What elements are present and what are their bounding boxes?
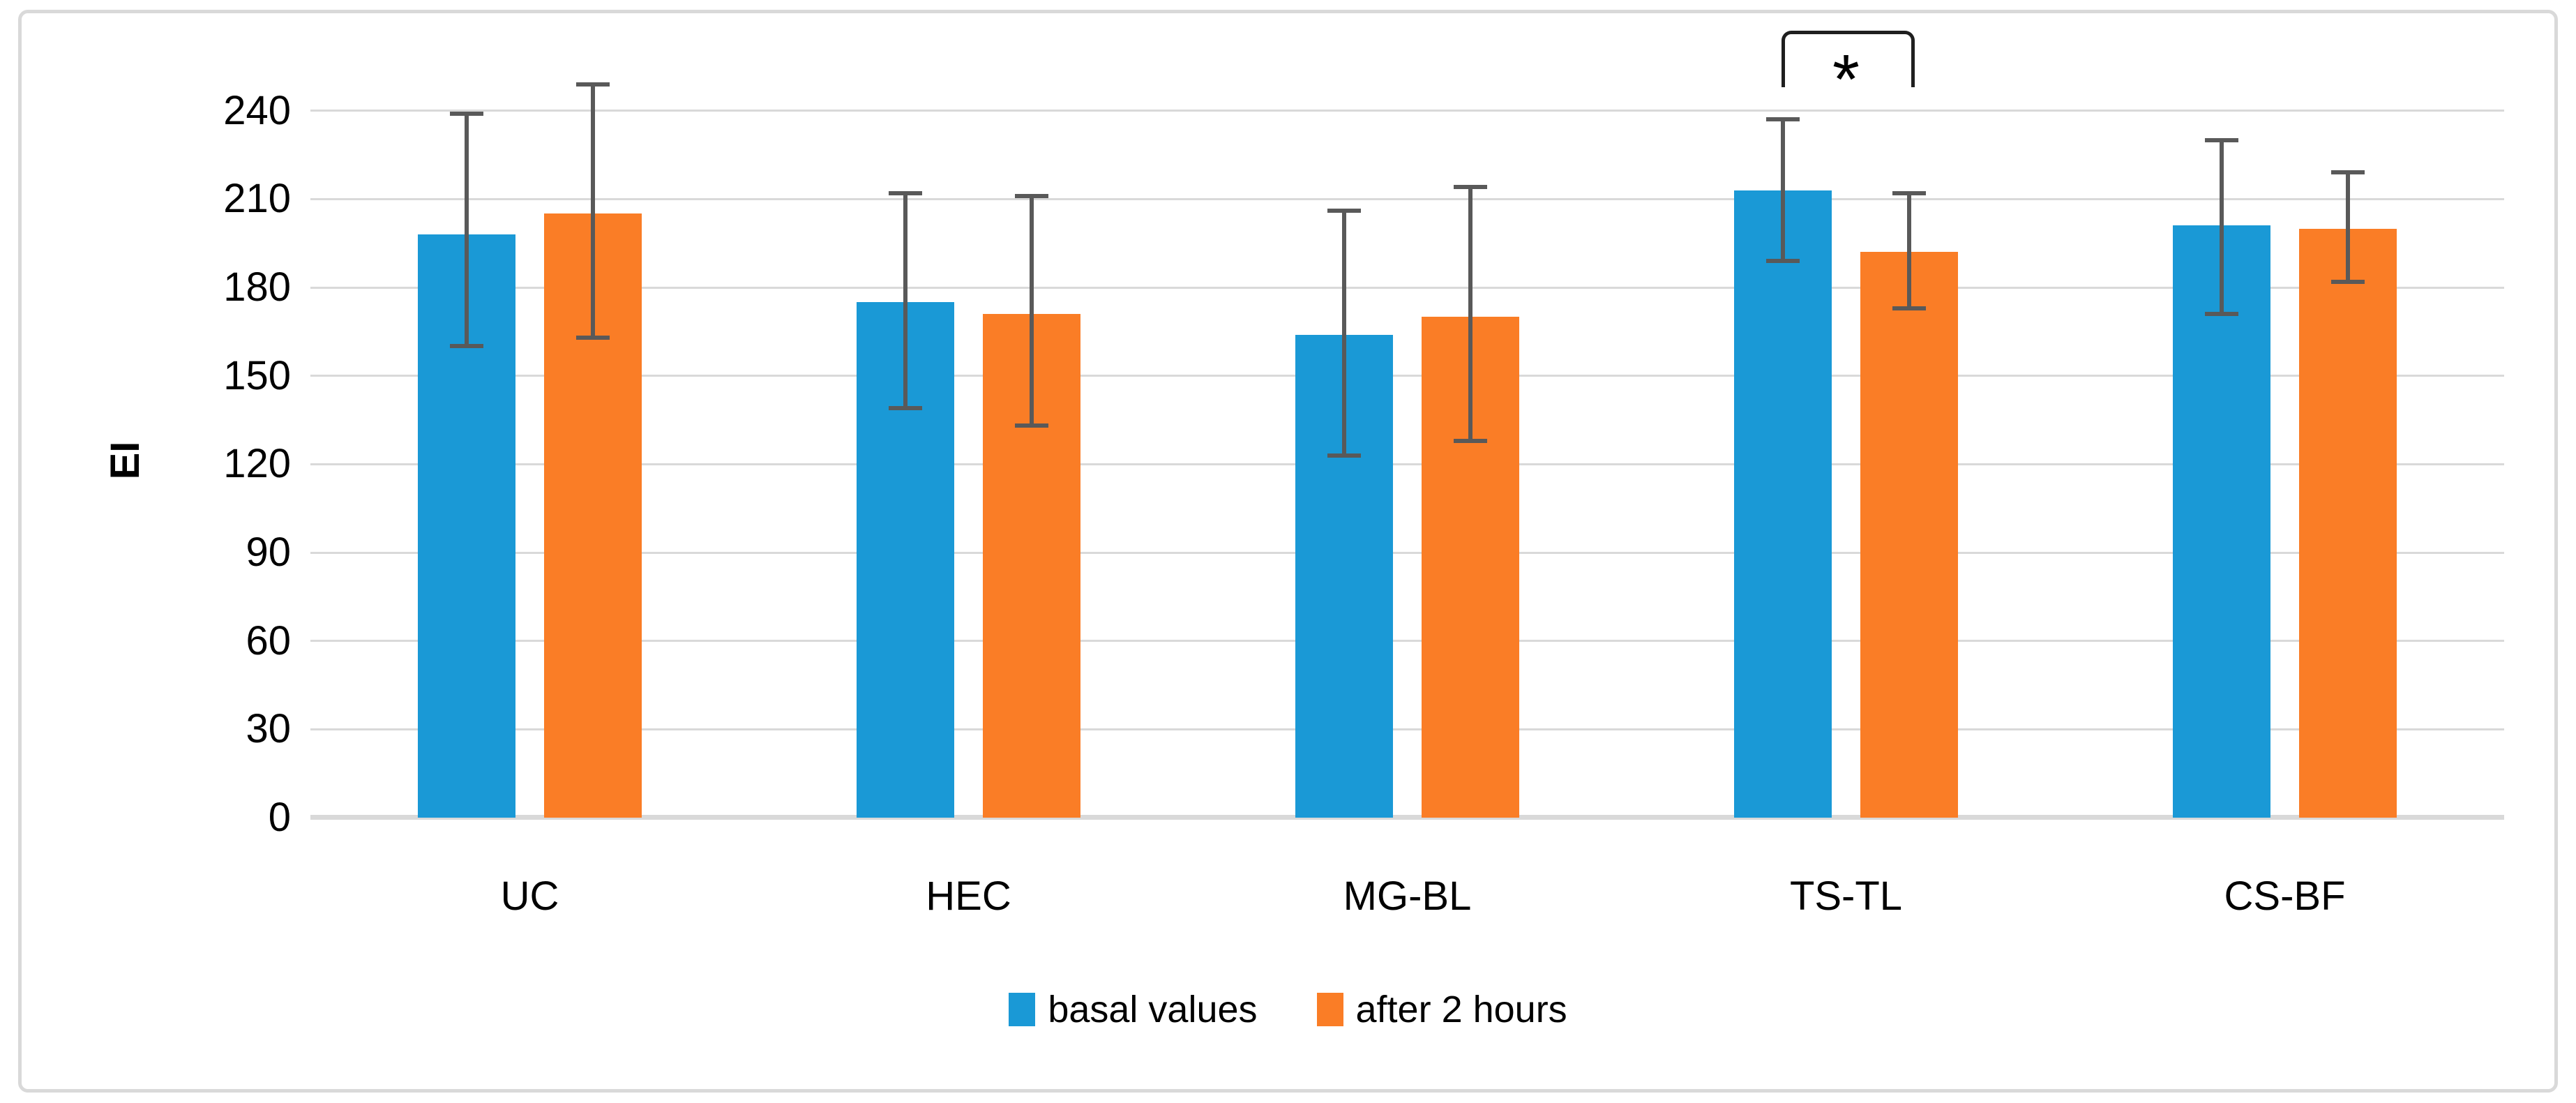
error-bar-cap [2331,170,2365,175]
legend-label: after 2 hours [1355,989,1567,1030]
gridline [310,197,2504,200]
legend-label: basal values [1048,989,1258,1030]
error-bar-cap [1766,117,1800,122]
error-bar-cap [1015,194,1048,199]
error-bar-cap [1327,209,1361,213]
error-bar-cap [1892,306,1926,310]
error-bar-cap [1766,259,1800,263]
legend-swatch-basal-values [1009,993,1036,1026]
legend: basal values after 2 hours [0,978,2576,1041]
error-bar-stem [1030,196,1034,426]
error-bar-cap [576,82,610,87]
bar-after-2-hours-cs-bf [2299,228,2397,818]
error-bar-stem [591,84,595,338]
error-bar-cap [2205,137,2238,142]
error-bar-stem [465,113,469,347]
error-bar-cap [889,406,922,411]
y-axis-title: EI [103,441,148,480]
error-bar-cap [1454,438,1487,443]
error-bar-cap [1015,423,1048,428]
error-bar-stem [1468,187,1472,441]
error-bar-stem [1342,211,1346,456]
gridline [310,728,2504,730]
y-tick-label: 120 [223,441,291,487]
legend-item-after-2-hours: after 2 hours [1316,989,1567,1030]
significance-bracket [1781,30,1915,87]
bar-after-2-hours-ts-tl [1860,252,1958,818]
error-bar-cap [1454,185,1487,190]
gridline [310,286,2504,289]
error-bar-stem [1781,119,1785,261]
legend-swatch-after-2-hours [1316,993,1343,1026]
error-bar-cap [450,111,483,116]
gridline [310,640,2504,643]
x-axis-line [310,815,2504,820]
error-bar-cap [450,344,483,349]
y-tick-label: 210 [223,176,291,222]
legend-item-basal-values: basal values [1009,989,1258,1030]
bar-basal-values-cs-bf [2173,225,2270,818]
y-tick-label: 30 [246,706,291,752]
x-axis-label: TS-TL [1789,873,1903,919]
bar-basal-values-ts-tl [1734,190,1832,818]
error-bar-cap [2205,312,2238,316]
error-bar-cap [576,335,610,340]
error-bar-cap [1892,190,1926,195]
error-bar-cap [889,190,922,195]
x-axis-label: MG-BL [1343,873,1472,919]
y-tick-label: 60 [246,617,291,663]
y-tick-label: 90 [246,530,291,575]
gridline [310,375,2504,377]
y-tick-label: 0 [268,795,291,840]
error-bar-stem [2346,172,2350,282]
error-bar-cap [1327,453,1361,458]
x-axis-label: CS-BF [2224,873,2346,919]
y-tick-label: 150 [223,352,291,398]
plot-area: * [310,22,2504,820]
x-axis-label: UC [500,873,559,919]
x-axis-label: HEC [926,873,1011,919]
significance-asterisk: * [1832,40,1860,119]
error-bar-cap [2331,279,2365,284]
gridline [310,463,2504,465]
error-bar-stem [903,193,907,409]
error-bar-stem [1907,193,1911,308]
y-tick-label: 180 [223,264,291,310]
error-bar-stem [2220,140,2224,314]
gridline [310,110,2504,112]
gridline [310,551,2504,554]
y-tick-label: 240 [223,87,291,133]
